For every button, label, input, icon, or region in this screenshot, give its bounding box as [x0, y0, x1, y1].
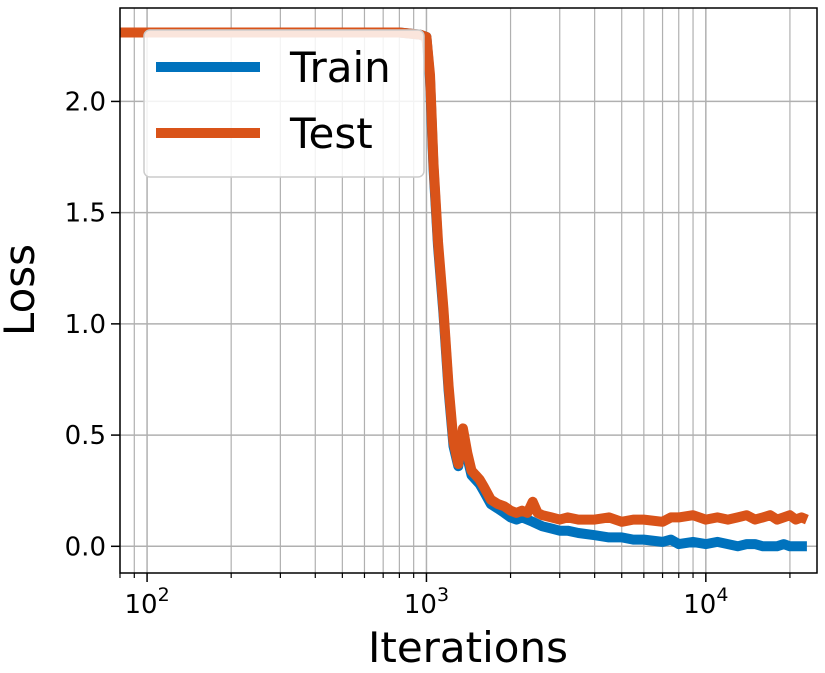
- ticks-layer: 102 103 104 0.0 0.5 1.0 1.5 2.0: [65, 87, 791, 620]
- y-tick-label: 1.0: [65, 310, 106, 340]
- legend-label-test: Test: [289, 109, 373, 158]
- x-tick-label: 103: [404, 584, 449, 620]
- x-axis-label: Iterations: [368, 623, 568, 672]
- y-tick-label: 0.0: [65, 532, 106, 562]
- series-line-test: [120, 27, 809, 527]
- y-tick-label: 0.5: [65, 421, 106, 451]
- y-tick-label: 2.0: [65, 87, 106, 117]
- y-tick-label: 1.5: [65, 199, 106, 229]
- y-axis-label: Loss: [0, 244, 44, 336]
- x-tick-label: 104: [683, 584, 728, 620]
- legend: Train Test: [143, 29, 425, 178]
- plot-frame: [119, 7, 818, 574]
- series-layer: [120, 27, 809, 552]
- x-tick-label: 102: [124, 584, 169, 620]
- legend-label-train: Train: [289, 43, 391, 92]
